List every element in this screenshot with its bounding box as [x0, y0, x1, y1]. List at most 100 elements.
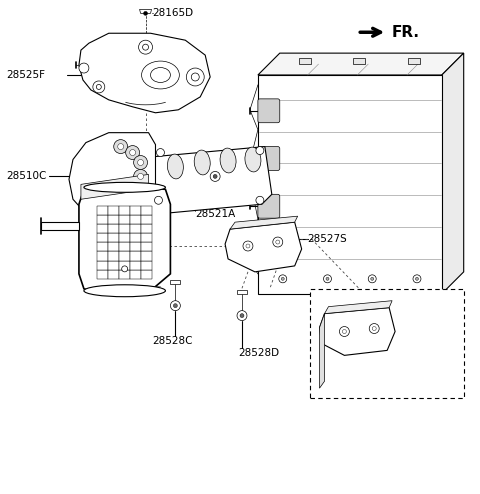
- Circle shape: [246, 244, 250, 248]
- Bar: [108, 206, 119, 215]
- Circle shape: [273, 237, 283, 247]
- Text: 28528C: 28528C: [153, 336, 193, 346]
- Bar: [97, 270, 108, 279]
- Text: FR.: FR.: [392, 25, 420, 40]
- Text: 28525F: 28525F: [6, 70, 45, 80]
- Bar: [97, 242, 108, 251]
- Ellipse shape: [168, 154, 183, 179]
- Bar: [141, 224, 152, 233]
- Polygon shape: [79, 184, 170, 294]
- Circle shape: [122, 266, 128, 272]
- Bar: [97, 251, 108, 260]
- Bar: [119, 206, 130, 215]
- Bar: [130, 215, 141, 224]
- Bar: [130, 206, 141, 215]
- Bar: [119, 270, 130, 279]
- Bar: [97, 260, 108, 270]
- Circle shape: [413, 275, 421, 283]
- Text: 28527S: 28527S: [308, 234, 348, 244]
- Circle shape: [240, 314, 244, 318]
- FancyBboxPatch shape: [258, 147, 280, 170]
- Bar: [141, 251, 152, 260]
- Bar: [108, 233, 119, 242]
- Circle shape: [139, 40, 153, 54]
- Polygon shape: [408, 58, 420, 64]
- Bar: [141, 260, 152, 270]
- Polygon shape: [225, 222, 301, 272]
- Ellipse shape: [245, 147, 261, 172]
- Bar: [130, 233, 141, 242]
- Bar: [130, 242, 141, 251]
- Text: 28527S: 28527S: [399, 333, 439, 343]
- Polygon shape: [442, 53, 464, 294]
- Polygon shape: [41, 222, 79, 230]
- Polygon shape: [299, 58, 311, 64]
- Bar: [130, 270, 141, 279]
- Circle shape: [326, 277, 329, 280]
- Bar: [97, 224, 108, 233]
- Circle shape: [279, 275, 287, 283]
- Bar: [108, 251, 119, 260]
- Bar: [97, 233, 108, 242]
- Circle shape: [126, 146, 140, 160]
- Circle shape: [186, 68, 204, 86]
- Circle shape: [192, 73, 199, 81]
- Circle shape: [173, 304, 178, 308]
- Bar: [141, 242, 152, 251]
- Bar: [130, 251, 141, 260]
- Bar: [108, 224, 119, 233]
- FancyBboxPatch shape: [258, 242, 280, 266]
- Polygon shape: [230, 216, 298, 229]
- Circle shape: [96, 84, 101, 89]
- Circle shape: [118, 144, 124, 150]
- Circle shape: [170, 301, 180, 311]
- Circle shape: [213, 174, 217, 178]
- Ellipse shape: [84, 182, 166, 192]
- Polygon shape: [320, 308, 395, 355]
- Bar: [130, 224, 141, 233]
- Bar: [97, 206, 108, 215]
- Polygon shape: [324, 301, 392, 314]
- Circle shape: [143, 44, 148, 50]
- Circle shape: [138, 160, 144, 165]
- Bar: [108, 270, 119, 279]
- Circle shape: [138, 173, 144, 179]
- Bar: [119, 215, 130, 224]
- Text: 28165D: 28165D: [153, 8, 193, 18]
- FancyBboxPatch shape: [310, 289, 464, 398]
- Ellipse shape: [151, 68, 170, 82]
- Text: 28528D: 28528D: [238, 348, 279, 358]
- Text: 28521A: 28521A: [195, 209, 236, 219]
- FancyBboxPatch shape: [258, 99, 280, 123]
- Text: 1022AA: 1022AA: [222, 171, 263, 181]
- Circle shape: [237, 311, 247, 321]
- Circle shape: [256, 196, 264, 204]
- Bar: [119, 251, 130, 260]
- Circle shape: [155, 196, 162, 204]
- Text: 28510C: 28510C: [6, 171, 47, 181]
- Polygon shape: [79, 33, 210, 113]
- Circle shape: [130, 150, 136, 156]
- FancyBboxPatch shape: [258, 194, 280, 218]
- Bar: [119, 260, 130, 270]
- Polygon shape: [353, 58, 365, 64]
- Circle shape: [324, 275, 332, 283]
- Bar: [108, 242, 119, 251]
- Circle shape: [369, 324, 379, 333]
- Bar: [141, 233, 152, 242]
- Circle shape: [243, 241, 253, 251]
- Circle shape: [144, 11, 147, 15]
- Circle shape: [372, 327, 376, 330]
- Polygon shape: [69, 133, 156, 224]
- Circle shape: [210, 171, 220, 181]
- Polygon shape: [320, 314, 324, 388]
- Polygon shape: [237, 290, 247, 294]
- Circle shape: [256, 147, 264, 155]
- Bar: [141, 215, 152, 224]
- Circle shape: [156, 149, 165, 157]
- Text: (2WD): (2WD): [318, 294, 350, 304]
- Bar: [130, 260, 141, 270]
- Circle shape: [339, 327, 349, 336]
- Polygon shape: [258, 53, 464, 75]
- Ellipse shape: [84, 285, 166, 297]
